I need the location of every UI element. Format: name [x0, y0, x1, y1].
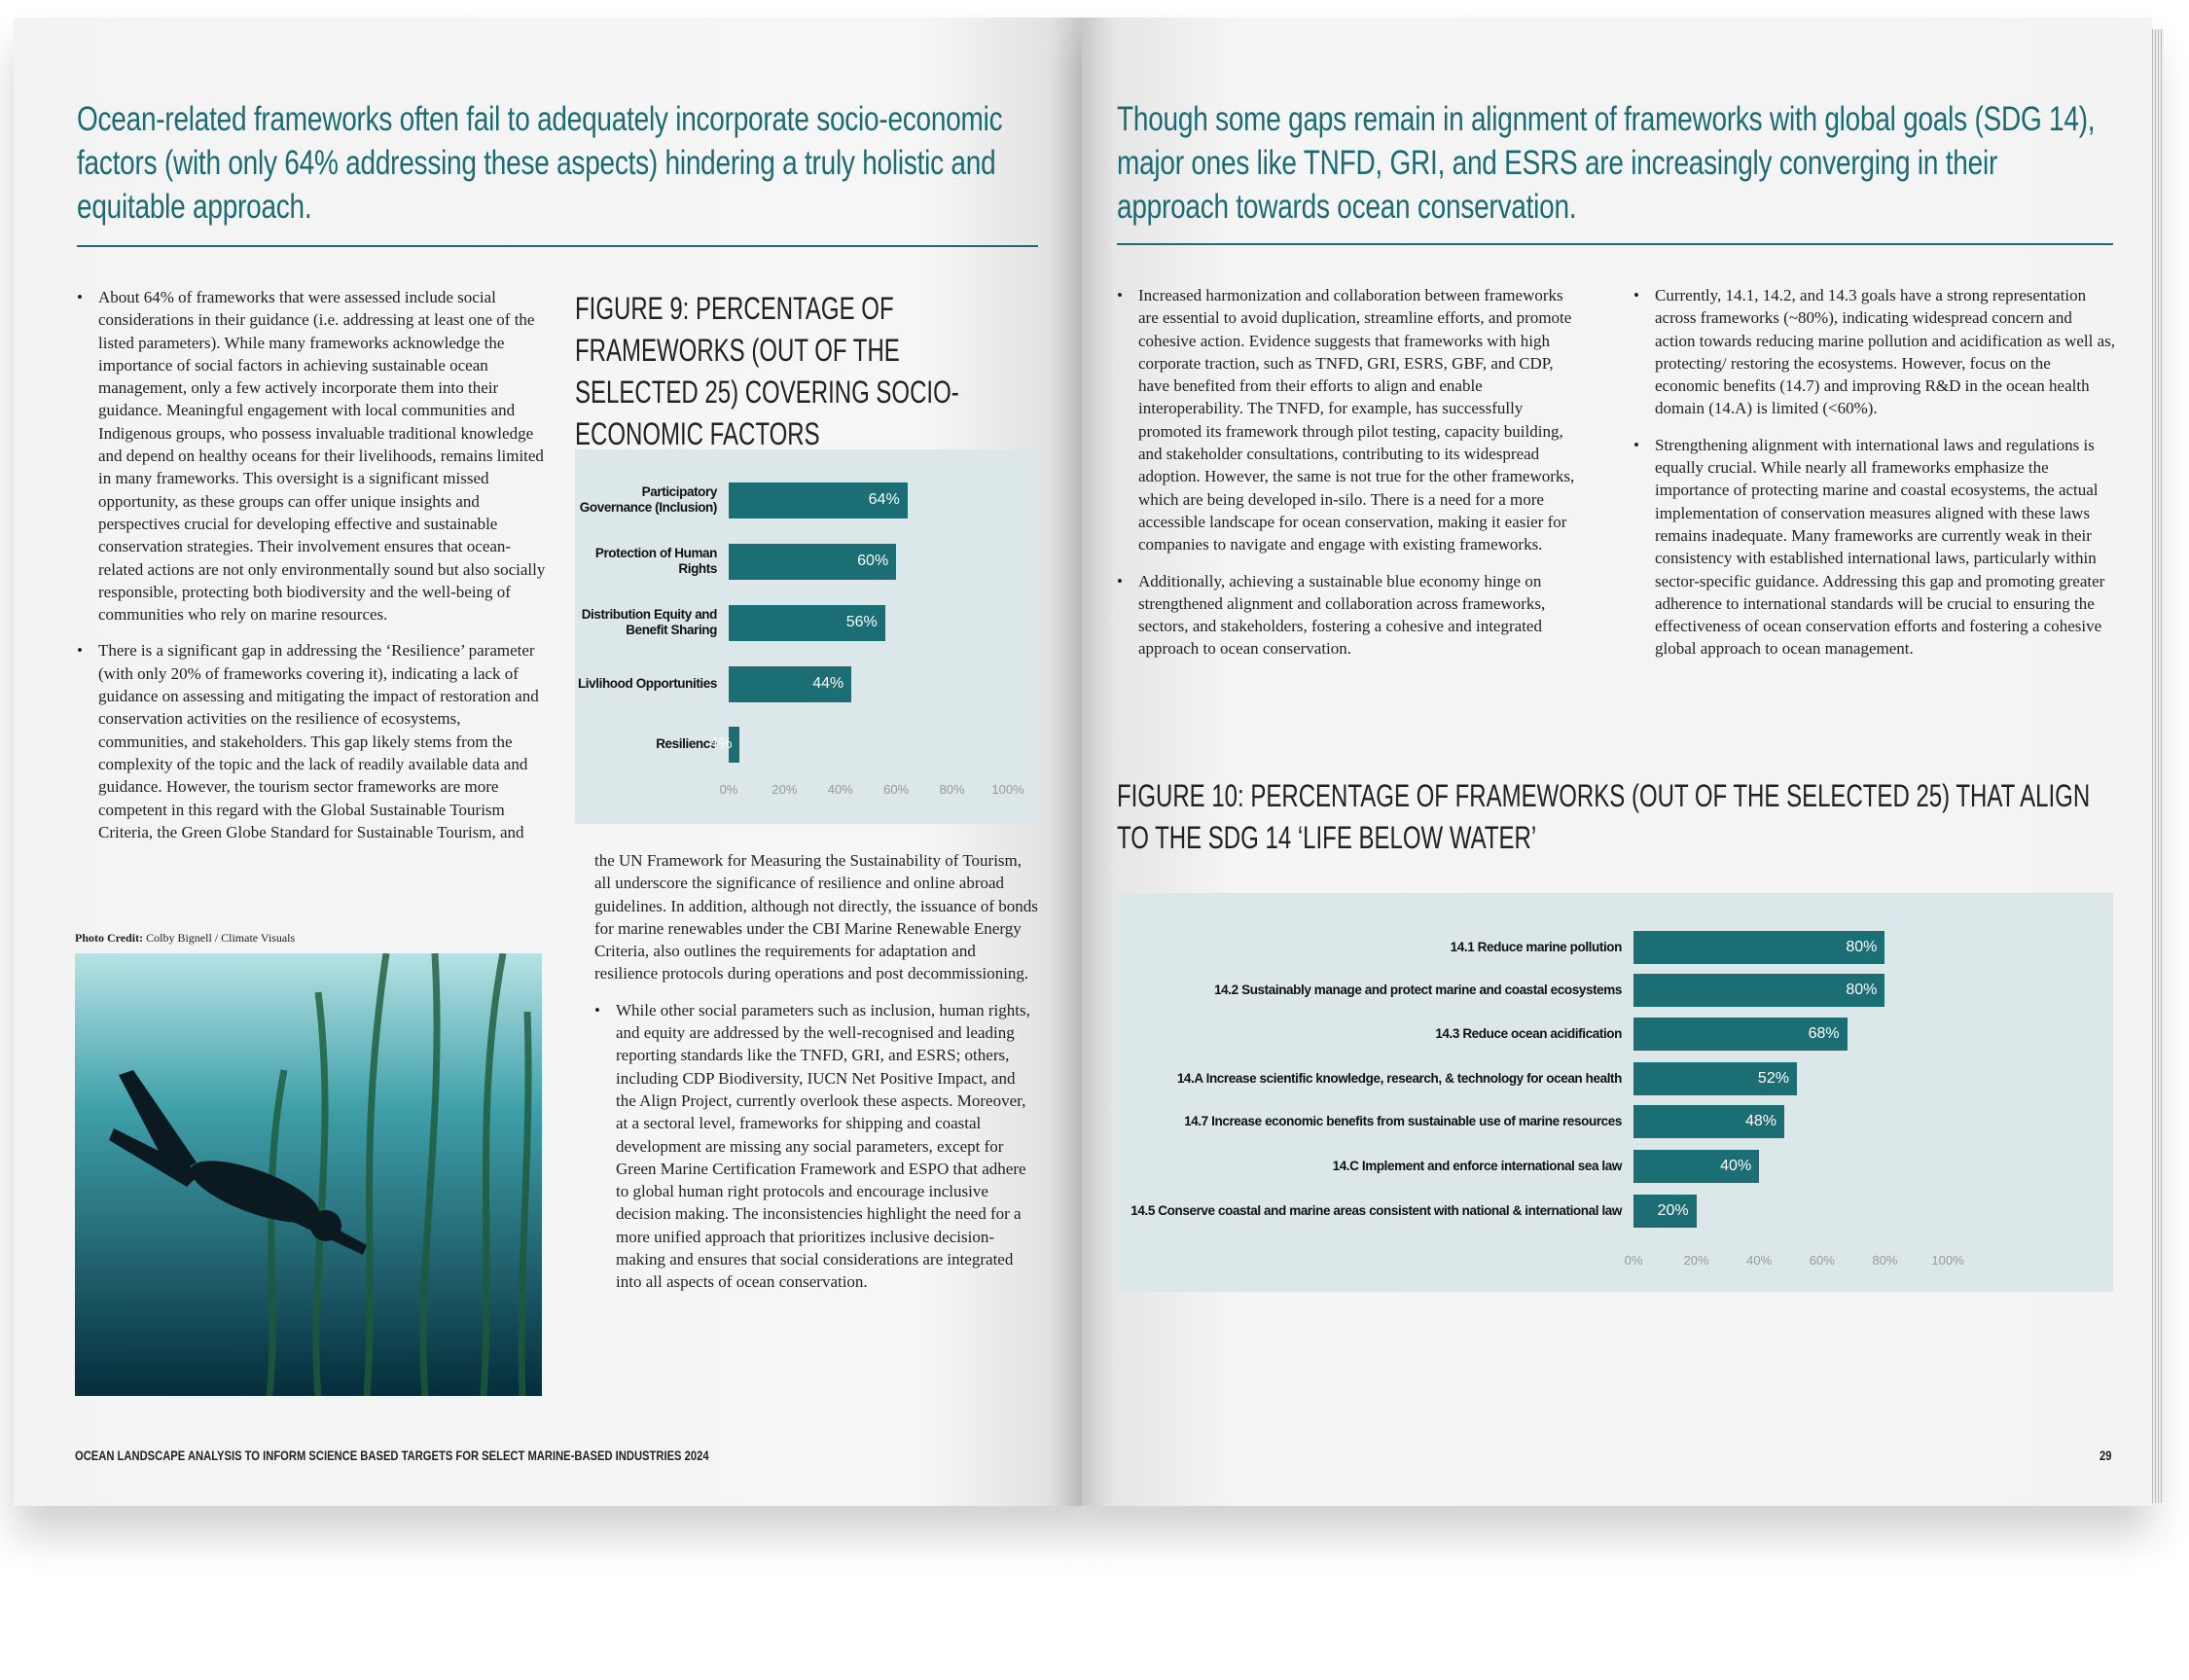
- figure-10-chart: 14.1 Reduce marine pollution 80% 14.2 Sust…: [1117, 893, 2113, 1292]
- category-label: Resilience: [656, 736, 717, 751]
- bar: 4%: [709, 726, 740, 763]
- figure-9-title: FIGURE 9: PERCENTAGE OF FRAMEWORKS (OUT …: [575, 291, 959, 451]
- value-label: 80%: [1846, 939, 1878, 955]
- value-label: 40%: [1720, 1158, 1752, 1174]
- divider: [77, 245, 1038, 247]
- bar: 80%: [1633, 931, 1885, 964]
- divider: [1117, 243, 2113, 245]
- paragraph: Strengthening alignment with internation…: [1633, 434, 2116, 661]
- bar: 48%: [1633, 1105, 1785, 1138]
- paragraph: Increased harmonization and collaboratio…: [1117, 284, 1586, 556]
- bar: 68%: [1633, 1018, 1848, 1051]
- bar: 60%: [729, 543, 897, 580]
- x-tick-label: 80%: [939, 782, 965, 797]
- bar: 80%: [1633, 974, 1885, 1007]
- x-tick-label: 100%: [1931, 1253, 1964, 1268]
- x-tick-label: 60%: [883, 782, 910, 797]
- category-label: Participatory Governance (Inclusion): [579, 484, 718, 515]
- category-label: 14.A Increase scientific knowledge, rese…: [1176, 1071, 1623, 1086]
- photo-credit-label: Photo Credit:: [75, 931, 144, 945]
- left-title: Ocean-related frameworks often fail to a…: [77, 100, 1003, 226]
- diver-photo: [75, 953, 542, 1396]
- photo-credit-text: Colby Bignell / Climate Visuals: [146, 931, 296, 945]
- bar: 52%: [1633, 1062, 1797, 1095]
- paragraph: There is a significant gap in addressing…: [77, 639, 546, 843]
- x-tick-label: 80%: [1872, 1253, 1898, 1268]
- value-label: 60%: [857, 553, 889, 569]
- x-tick-label: 100%: [991, 782, 1024, 797]
- category-label: 14.1 Reduce marine pollution: [1450, 940, 1623, 954]
- left-column-2: the UN Framework for Measuring the Susta…: [594, 849, 1038, 1307]
- value-label: 48%: [1745, 1113, 1777, 1129]
- x-tick-label: 0%: [719, 782, 738, 797]
- paragraph: the UN Framework for Measuring the Susta…: [594, 851, 1038, 983]
- right-title: Though some gaps remain in alignment of …: [1117, 100, 2096, 226]
- category-label: Livlihood Opportunities: [577, 676, 717, 691]
- category-label: 14.3 Reduce ocean acidification: [1435, 1026, 1622, 1041]
- bar: 64%: [729, 482, 908, 518]
- paragraph: Currently, 14.1, 14.2, and 14.3 goals ha…: [1633, 284, 2116, 420]
- value-label: 56%: [845, 614, 878, 630]
- value-label: 44%: [812, 675, 844, 692]
- value-label: 80%: [1846, 982, 1878, 998]
- category-label: Distribution Equity and Benefit Sharing: [581, 607, 718, 637]
- paragraph: Additionally, achieving a sustainable bl…: [1117, 570, 1586, 661]
- right-column-1: Increased harmonization and collaboratio…: [1117, 284, 1586, 674]
- value-label: 68%: [1808, 1025, 1840, 1042]
- value-label: 4%: [709, 735, 733, 752]
- value-label: 52%: [1757, 1070, 1789, 1087]
- x-tick-label: 40%: [827, 782, 853, 797]
- x-tick-label: 60%: [1809, 1253, 1835, 1268]
- category-label: Protection of Human Rights: [594, 546, 718, 576]
- value-label: 20%: [1657, 1202, 1689, 1219]
- left-column-1: About 64% of frameworks that were assess…: [77, 286, 546, 857]
- page-stack: [2152, 29, 2164, 1503]
- x-tick-label: 20%: [772, 782, 798, 797]
- photo-credit: Photo Credit: Colby Bignell / Climate Vi…: [75, 931, 295, 946]
- figure-9-chart: Participatory Governance (Inclusion) 64% P…: [575, 449, 1038, 824]
- value-label: 64%: [868, 491, 900, 508]
- category-label: 14.2 Sustainably manage and protect mari…: [1214, 983, 1622, 997]
- paragraph: About 64% of frameworks that were assess…: [77, 286, 546, 626]
- page-number: 29: [2099, 1448, 2112, 1463]
- x-tick-label: 20%: [1683, 1253, 1709, 1268]
- bar: 20%: [1633, 1195, 1697, 1228]
- bar: 40%: [1633, 1150, 1760, 1183]
- bar: 56%: [729, 604, 885, 641]
- category-label: 14.5 Conserve coastal and marine areas c…: [1130, 1203, 1622, 1218]
- category-label: 14.7 Increase economic benefits from sus…: [1184, 1114, 1622, 1128]
- figure-10-title: FIGURE 10: PERCENTAGE OF FRAMEWORKS (OUT…: [1117, 778, 2091, 855]
- bar: 44%: [729, 665, 852, 702]
- footer: OCEAN LANDSCAPE ANALYSIS TO INFORM SCIEN…: [75, 1448, 709, 1463]
- right-column-2: Currently, 14.1, 14.2, and 14.3 goals ha…: [1633, 284, 2116, 674]
- category-label: 14.C Implement and enforce international…: [1332, 1159, 1623, 1173]
- paragraph: While other social parameters such as in…: [594, 999, 1038, 1294]
- x-tick-label: 0%: [1624, 1253, 1643, 1268]
- x-tick-label: 40%: [1746, 1253, 1773, 1268]
